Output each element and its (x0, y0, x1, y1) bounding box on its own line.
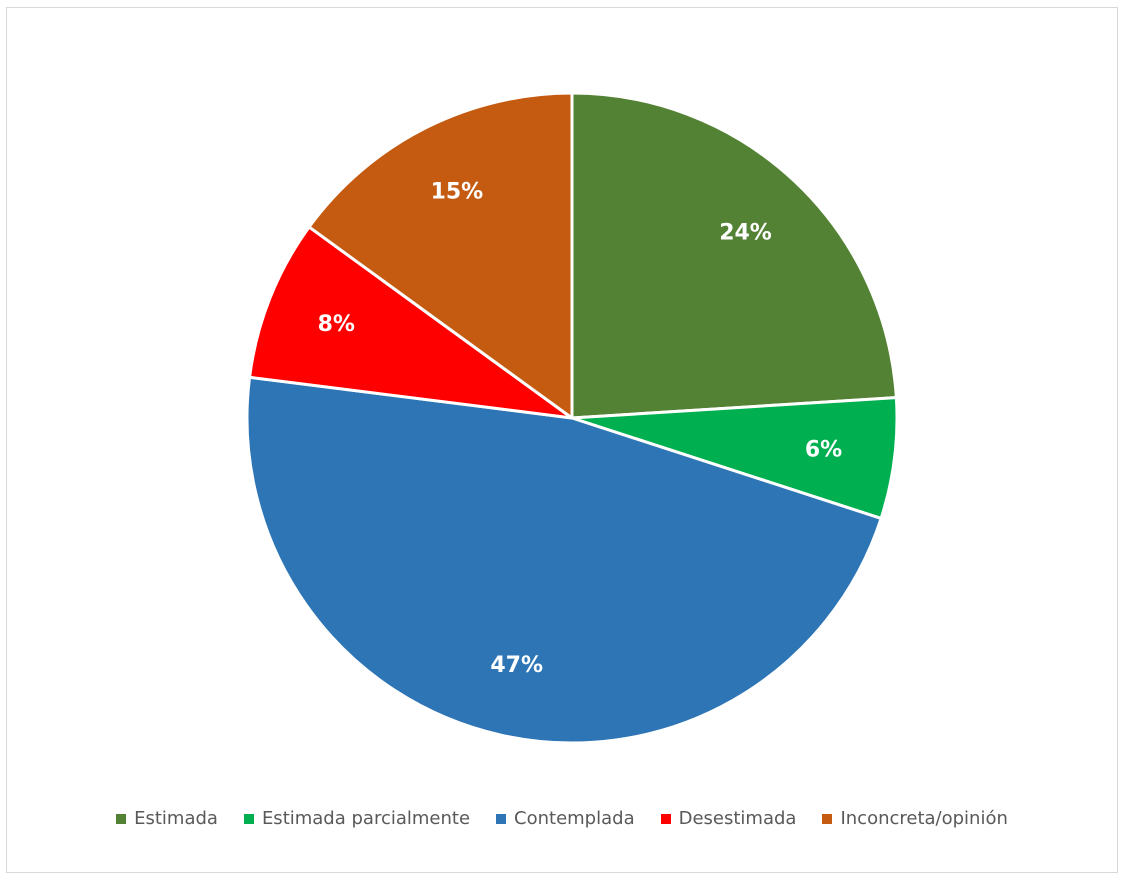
pie-slice-contemplada (245, 375, 883, 745)
legend-swatch (660, 813, 671, 824)
legend-label: Desestimada (678, 808, 797, 829)
legend-item-desestimada: Desestimada (660, 808, 797, 829)
pie-slice-estimada (570, 91, 898, 420)
legend-swatch (116, 813, 127, 824)
legend-item-estimada-parcialmente: Estimada parcialmente (243, 808, 471, 829)
pie-slice-desestimada (248, 225, 574, 420)
legend-item-estimada: Estimada (116, 808, 218, 829)
legend-item-contemplada: Contemplada (496, 808, 635, 829)
pie-slice-inconcreta-opinion (307, 91, 574, 420)
legend-swatch (496, 813, 507, 824)
slice-label-contemplada: 47% (490, 653, 543, 678)
slice-label-estimada-parcialmente: 6% (805, 437, 842, 462)
legend-label: Contemplada (514, 808, 635, 829)
chart-legend: Estimada Estimada parcialmente Contempla… (0, 808, 1124, 829)
slice-label-desestimada: 8% (318, 312, 355, 337)
legend-swatch (243, 813, 254, 824)
slice-label-estimada: 24% (719, 221, 772, 246)
legend-item-inconcreta-opinion: Inconcreta/opinión (822, 808, 1008, 829)
legend-swatch (822, 813, 833, 824)
legend-label: Estimada parcialmente (261, 808, 471, 829)
pie-slice-estimada-parcialmente (570, 396, 899, 520)
legend-label: Estimada (134, 808, 218, 829)
slice-label-inconcreta-opinion: 15% (431, 180, 484, 205)
legend-label: Inconcreta/opinión (840, 808, 1008, 829)
